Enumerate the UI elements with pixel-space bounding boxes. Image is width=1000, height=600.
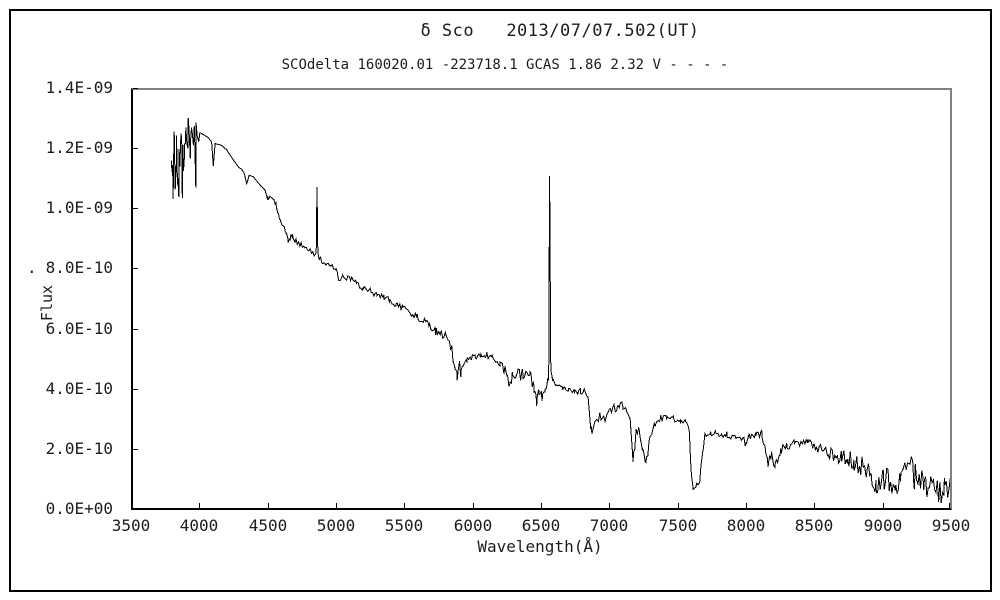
x-axis-tick <box>336 503 337 508</box>
y-axis-title: Flux <box>38 284 56 322</box>
y-axis-tick <box>133 268 138 269</box>
x-axis-tick <box>404 503 405 508</box>
y-axis-tick <box>133 148 138 149</box>
x-axis-tick <box>473 503 474 508</box>
x-axis-tick <box>268 503 269 508</box>
y-tick-label: 6.0E-10 <box>45 319 113 338</box>
y-tick-label: 2.0E-10 <box>45 439 113 458</box>
y-axis-tick <box>133 88 138 89</box>
chart-subtitle: SCOdelta 160020.01 -223718.1 GCAS 1.86 2… <box>281 57 729 73</box>
x-axis-tick <box>609 503 610 508</box>
y-axis-dot: . <box>27 258 37 277</box>
x-tick-label: 3500 <box>111 516 151 535</box>
x-axis-tick <box>199 503 200 508</box>
x-axis-tick <box>131 503 132 508</box>
y-axis-tick <box>133 208 138 209</box>
x-axis-tick <box>949 503 950 508</box>
y-axis-tick <box>133 509 138 510</box>
y-tick-label: 1.2E-09 <box>45 138 113 157</box>
x-axis-tick <box>814 503 815 508</box>
y-tick-label: 8.0E-10 <box>45 258 113 277</box>
x-tick-label: 5000 <box>316 516 356 535</box>
x-tick-label: 7500 <box>658 516 698 535</box>
y-tick-label: 1.4E-09 <box>45 78 113 97</box>
x-axis-tick <box>883 503 884 508</box>
x-axis-tick <box>541 503 542 508</box>
x-tick-label: 8000 <box>726 516 766 535</box>
y-axis-tick <box>133 389 138 390</box>
x-tick-label: 5500 <box>384 516 424 535</box>
spectrum-curve <box>170 117 950 504</box>
x-axis-tick <box>746 503 747 508</box>
x-tick-label: 6500 <box>521 516 561 535</box>
x-axis-title: Wavelength(Å) <box>477 537 603 556</box>
y-tick-label: 0.0E+00 <box>45 499 113 518</box>
x-tick-label: 9500 <box>931 516 971 535</box>
x-tick-label: 7000 <box>589 516 629 535</box>
x-tick-label: 4000 <box>179 516 219 535</box>
x-tick-label: 9000 <box>863 516 903 535</box>
spectrum-polyline <box>170 117 950 504</box>
x-tick-label: 4500 <box>248 516 288 535</box>
y-tick-label: 1.0E-09 <box>45 198 113 217</box>
y-axis-tick <box>133 449 138 450</box>
chart-title: δ Sco 2013/07/07.502(UT) <box>420 21 700 41</box>
x-axis-tick <box>678 503 679 508</box>
y-tick-label: 4.0E-10 <box>45 379 113 398</box>
x-tick-label: 8500 <box>794 516 834 535</box>
x-tick-label: 6000 <box>453 516 493 535</box>
plot-area <box>131 88 952 510</box>
y-axis-tick <box>133 329 138 330</box>
